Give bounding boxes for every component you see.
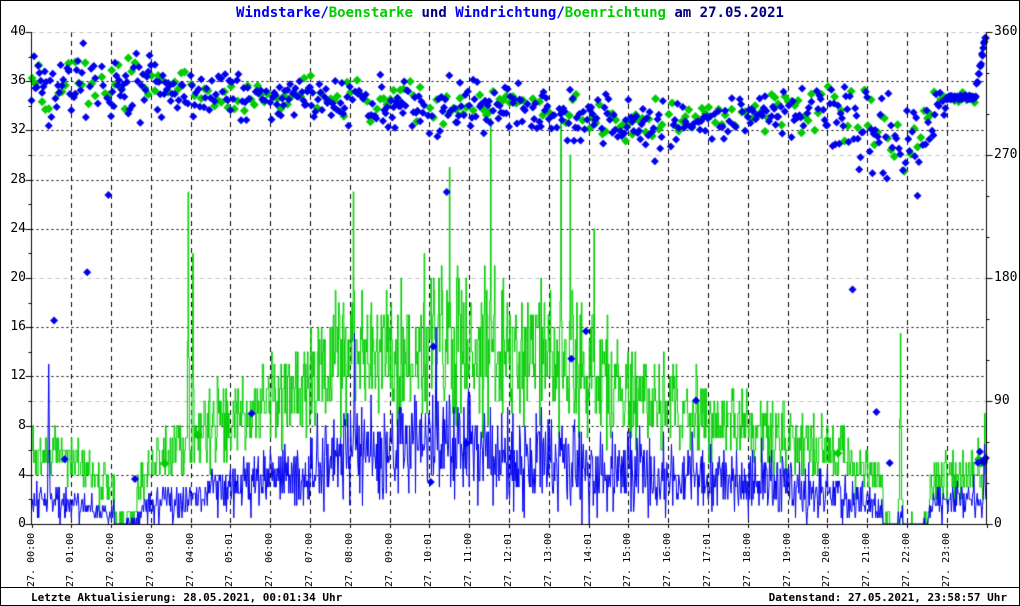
y-left-tick-label: 36: [10, 73, 26, 89]
x-tick-label: 27. 15:00: [622, 532, 634, 587]
y-left-tick-label: 32: [10, 122, 26, 138]
x-tick-label: 27. 22:00: [900, 532, 912, 587]
x-tick-label: 27. 12:01: [503, 532, 514, 587]
x-tick-label: 27. 18:00: [741, 532, 753, 587]
x-tick-label: 27. 07:00: [304, 532, 316, 587]
footer-data-timestamp: Datenstand: 27.05.2021, 23:58:57 Uhr: [768, 591, 1007, 604]
x-tick-label: 27. 10:01: [423, 532, 435, 587]
x-tick-label: 27. 19:00: [781, 532, 793, 587]
x-tick-label: 27. 23:00: [940, 532, 952, 587]
y-left-tick-label: 40: [10, 24, 26, 39]
x-tick-label: 27. 11:00: [463, 532, 475, 587]
y-right-tick-label: 180: [994, 270, 1018, 285]
x-tick-label: 27. 04:00: [184, 532, 196, 587]
x-tick-label: 27. 01:00: [65, 532, 77, 587]
y-left-tick-label: 0: [18, 516, 26, 531]
y-right-tick-label: 270: [994, 147, 1018, 162]
y-left-tick-label: 8: [18, 417, 26, 433]
x-tick-label: 27. 03:00: [144, 532, 156, 587]
y-right-tick-label: 90: [994, 393, 1010, 408]
x-tick-label: 27. 17:01: [701, 532, 713, 587]
y-left-tick-label: 12: [10, 368, 26, 384]
x-tick-label: 27. 05:01: [224, 532, 236, 587]
y-left-tick-label: 20: [10, 270, 26, 285]
x-tick-label: 27. 16:00: [662, 532, 674, 587]
footer-divider: [1, 587, 1019, 588]
x-tick-label: 27. 14:01: [582, 532, 594, 587]
y-left-tick-label: 16: [10, 319, 26, 335]
footer-last-update: Letzte Aktualisierung: 28.05.2021, 00:01…: [31, 591, 343, 604]
x-tick-label: 27. 02:00: [105, 532, 117, 587]
x-tick-label: 27. 00:00: [25, 532, 37, 587]
x-tick-label: 27. 20:00: [821, 532, 833, 587]
y-left-tick-label: 4: [18, 466, 26, 482]
x-tick-label: 27. 21:00: [861, 532, 873, 587]
y-right-tick-label: 0: [994, 516, 1002, 531]
x-tick-label: 27. 13:00: [542, 532, 554, 587]
x-tick-label: 27. 08:00: [343, 532, 355, 587]
x-tick-label: 27. 06:00: [264, 532, 276, 587]
y-left-tick-label: 24: [10, 220, 26, 236]
y-right-tick-label: 360: [994, 24, 1018, 39]
y-left-tick-label: 28: [10, 171, 26, 187]
x-tick-label: 27. 09:00: [383, 532, 395, 587]
